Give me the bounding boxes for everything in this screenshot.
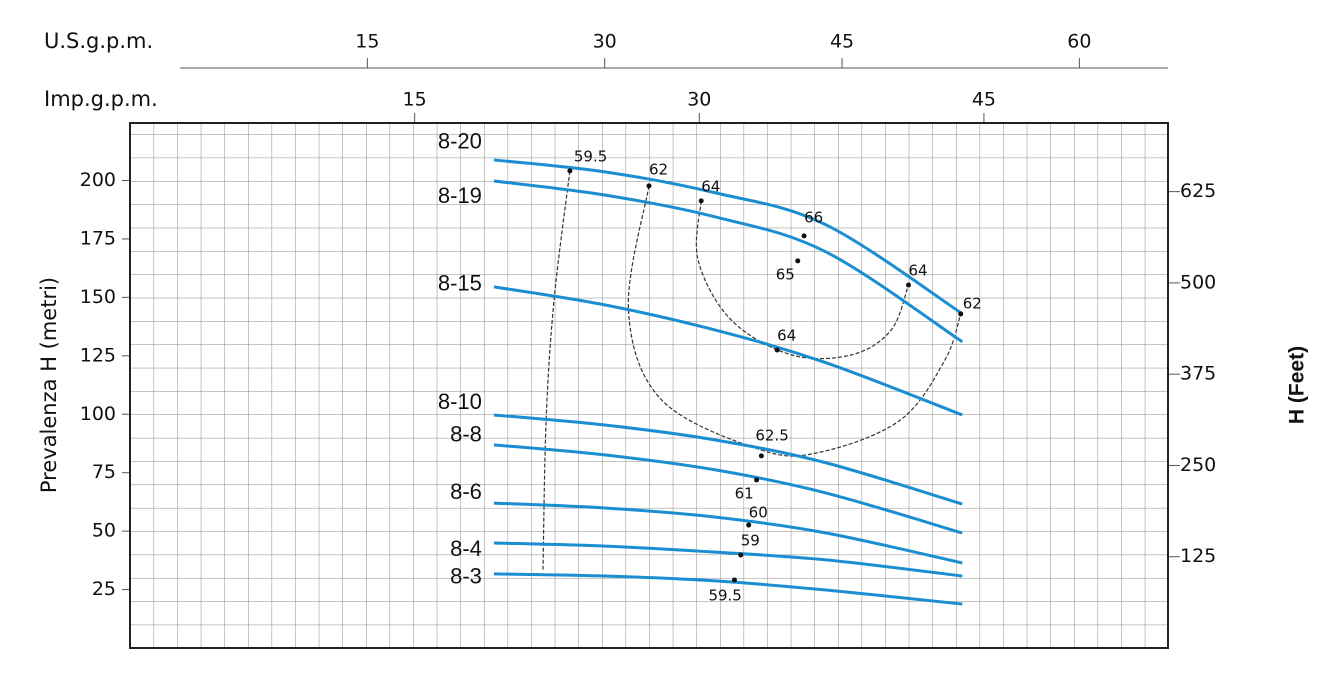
annotation-label: 62.5 xyxy=(755,426,788,444)
annotation-label: 64 xyxy=(777,326,796,344)
x-tick-label: 15 xyxy=(355,31,379,53)
y2-tick-label: 625 xyxy=(1180,180,1216,202)
annotation-label: 64 xyxy=(909,261,928,279)
annotation-label: 64 xyxy=(701,177,720,195)
x-axis-title: U.S.g.p.m. xyxy=(44,29,153,53)
plot-frame xyxy=(129,122,1169,649)
y-tick-label: 50 xyxy=(92,520,116,542)
annotation-label: 62 xyxy=(649,160,668,178)
annotation-point xyxy=(746,522,752,528)
x-tick-label: 60 xyxy=(1067,31,1091,53)
x2-axis-title: Imp.g.p.m. xyxy=(44,87,158,111)
series-label: 8-6 xyxy=(450,479,482,504)
grid xyxy=(130,123,1168,648)
annotation-label: 60 xyxy=(749,504,768,522)
pump-curve xyxy=(493,443,963,535)
annotation-point xyxy=(795,258,801,264)
y2-axis-title: H (Feet) xyxy=(1286,346,1309,424)
y2-tick-label: 500 xyxy=(1180,271,1216,293)
annotation-label: 62 xyxy=(963,294,982,312)
annotation-label: 65 xyxy=(776,265,795,283)
annotation-point xyxy=(958,311,964,317)
series-label: 8-3 xyxy=(450,564,482,589)
x2-tick-label: 15 xyxy=(403,89,427,111)
efficiency-curve xyxy=(542,170,571,570)
y-axis-title: Prevalenza H (metri) xyxy=(37,277,61,493)
series-label: 8-10 xyxy=(438,389,482,414)
annotation-point xyxy=(646,183,652,189)
series-label: 8-15 xyxy=(438,271,482,296)
pump-curve xyxy=(493,413,963,506)
series-label: 8-8 xyxy=(450,422,482,447)
y-tick-label: 100 xyxy=(80,403,116,425)
y-tick-label: 200 xyxy=(80,169,116,191)
pump-curve xyxy=(493,179,964,344)
y2-tick-label: 125 xyxy=(1180,545,1216,567)
y-tick-label: 75 xyxy=(92,461,116,483)
annotation-point xyxy=(731,577,737,583)
series-label: 8-19 xyxy=(438,183,482,208)
annotation-point xyxy=(738,552,744,558)
y2-tick-label: 250 xyxy=(1180,454,1216,476)
annotation-label: 59.5 xyxy=(574,147,607,165)
pump-curve xyxy=(493,572,963,606)
annotation-label: 66 xyxy=(804,208,823,226)
y-tick-label: 150 xyxy=(80,286,116,308)
annotation-point xyxy=(754,477,760,483)
annotation-point xyxy=(567,168,573,174)
annotation-point xyxy=(758,453,764,459)
pump-curve xyxy=(493,285,963,417)
pump-curve xyxy=(493,501,963,565)
y-tick-label: 25 xyxy=(92,578,116,600)
x2-tick-label: 30 xyxy=(687,89,711,111)
efficiency-curve xyxy=(695,200,910,360)
series-label: 8-4 xyxy=(450,536,482,561)
annotation-point xyxy=(774,347,780,353)
annotation-point xyxy=(698,198,704,204)
annotation-label: 61 xyxy=(735,484,754,502)
x-tick-label: 45 xyxy=(830,31,854,53)
series-label: 8-20 xyxy=(438,129,482,154)
pump-curve xyxy=(493,158,964,315)
x-tick-label: 30 xyxy=(593,31,617,53)
y-tick-label: 125 xyxy=(80,344,116,366)
x2-tick-label: 45 xyxy=(972,89,996,111)
annotation-label: 59 xyxy=(741,531,760,549)
annotation-point xyxy=(906,282,911,288)
pump-curve xyxy=(493,541,963,578)
y-tick-label: 175 xyxy=(80,227,116,249)
annotation-point xyxy=(801,233,807,239)
y2-tick-label: 375 xyxy=(1180,363,1216,385)
annotation-label: 59.5 xyxy=(708,586,741,604)
